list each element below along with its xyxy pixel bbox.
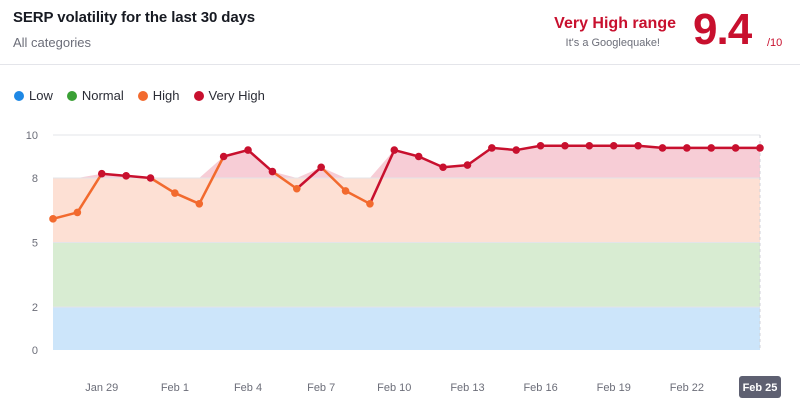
data-point[interactable] bbox=[366, 200, 374, 208]
volatility-score: 9.4 bbox=[693, 5, 752, 54]
line-segment bbox=[100, 172, 128, 178]
active-date-badge[interactable] bbox=[739, 376, 781, 398]
legend-label: Very High bbox=[208, 88, 265, 103]
data-point[interactable] bbox=[49, 215, 57, 223]
x-axis-label: Jan 29 bbox=[85, 382, 118, 394]
line-segment bbox=[344, 189, 372, 206]
data-point[interactable] bbox=[292, 184, 301, 193]
data-point[interactable] bbox=[561, 141, 569, 150]
line-segment bbox=[368, 148, 396, 206]
legend-item-very-high[interactable]: Very High bbox=[193, 88, 265, 103]
band-very-high bbox=[53, 145, 760, 178]
line-segment bbox=[76, 172, 104, 214]
data-point[interactable] bbox=[536, 141, 545, 150]
x-axis-label: Feb 4 bbox=[234, 382, 262, 394]
data-point[interactable] bbox=[317, 163, 325, 172]
line-segment bbox=[246, 148, 274, 173]
line-segment bbox=[393, 148, 420, 158]
x-axis-label: Feb 22 bbox=[670, 382, 704, 394]
line-segment bbox=[173, 191, 201, 206]
range-label: Very High range bbox=[554, 15, 676, 32]
data-point[interactable] bbox=[488, 144, 496, 152]
legend-item-low[interactable]: Low bbox=[14, 88, 53, 103]
x-axis-label: Feb 13 bbox=[450, 382, 484, 394]
line-segment bbox=[271, 170, 299, 190]
x-axis-label: Feb 16 bbox=[523, 382, 557, 394]
band-high bbox=[53, 178, 760, 243]
data-point[interactable] bbox=[414, 152, 423, 161]
line-segment bbox=[149, 176, 177, 195]
line-segment bbox=[319, 166, 347, 193]
y-axis-label: 2 bbox=[32, 302, 38, 314]
data-point[interactable] bbox=[219, 152, 228, 161]
legend-label: Normal bbox=[81, 88, 124, 103]
legend-label: Low bbox=[29, 88, 53, 103]
x-axis-label: Feb 19 bbox=[597, 382, 631, 394]
data-point[interactable] bbox=[463, 161, 472, 169]
legend-label: High bbox=[152, 88, 180, 103]
x-axis-label: Feb 1 bbox=[161, 382, 189, 394]
category-filter[interactable]: All categories bbox=[13, 35, 92, 50]
legend-item-normal[interactable]: Normal bbox=[66, 88, 124, 103]
page-title: SERP volatility for the last 30 days bbox=[13, 9, 256, 26]
line-segment bbox=[514, 144, 542, 152]
data-point[interactable] bbox=[609, 141, 618, 150]
range-description: It's a Googlequake! bbox=[565, 37, 660, 49]
data-point[interactable] bbox=[756, 144, 764, 152]
line-segment bbox=[466, 146, 494, 167]
line-segment bbox=[198, 155, 225, 206]
data-point[interactable] bbox=[341, 187, 350, 195]
score-denominator: /10 bbox=[767, 37, 783, 49]
data-point[interactable] bbox=[122, 172, 130, 180]
data-point[interactable] bbox=[512, 146, 521, 154]
data-point[interactable] bbox=[707, 144, 716, 152]
data-point[interactable] bbox=[683, 144, 691, 152]
volatility-chart[interactable]: 0 2 5 8 10 Jan 29 Feb 1 Feb 4 Feb 7 Feb 10 Feb 13 F… bbox=[0, 120, 800, 416]
y-axis-label: 0 bbox=[32, 345, 38, 357]
x-axis-label-active[interactable]: Feb 25 bbox=[743, 382, 778, 394]
data-point[interactable] bbox=[244, 146, 252, 154]
band-low bbox=[53, 307, 760, 350]
data-point[interactable] bbox=[390, 146, 399, 154]
data-point[interactable] bbox=[97, 169, 106, 178]
line-segment bbox=[636, 144, 664, 150]
data-point[interactable] bbox=[731, 144, 740, 152]
data-point[interactable] bbox=[634, 141, 642, 150]
line-segment bbox=[51, 211, 79, 221]
data-point[interactable] bbox=[195, 200, 204, 208]
y-axis-label: 10 bbox=[26, 130, 38, 142]
line-segment bbox=[490, 146, 518, 152]
data-point[interactable] bbox=[439, 163, 447, 172]
data-point[interactable] bbox=[268, 167, 277, 176]
line-segment bbox=[295, 166, 323, 190]
line-segment bbox=[441, 163, 469, 169]
legend-dot-icon bbox=[66, 90, 77, 101]
chart-legend: Low Normal High Very High bbox=[14, 88, 265, 103]
line-segment bbox=[417, 155, 445, 169]
y-axis-label: 8 bbox=[32, 173, 38, 185]
data-point[interactable] bbox=[146, 174, 155, 182]
chart-header: SERP volatility for the last 30 days All… bbox=[0, 0, 800, 65]
line-segment bbox=[222, 148, 250, 158]
data-point[interactable] bbox=[73, 208, 82, 217]
legend-dot-icon bbox=[14, 90, 24, 101]
data-point[interactable] bbox=[658, 144, 667, 152]
y-axis-label: 5 bbox=[32, 238, 38, 250]
legend-item-high[interactable]: High bbox=[137, 88, 180, 103]
data-point[interactable] bbox=[171, 189, 179, 197]
x-axis-label: Feb 10 bbox=[377, 382, 411, 394]
x-axis-label: Feb 7 bbox=[307, 382, 335, 394]
legend-dot-icon bbox=[193, 90, 204, 101]
legend-dot-icon bbox=[137, 90, 148, 101]
line-segment bbox=[124, 174, 152, 180]
data-point[interactable] bbox=[585, 141, 594, 150]
band-normal bbox=[53, 242, 760, 307]
